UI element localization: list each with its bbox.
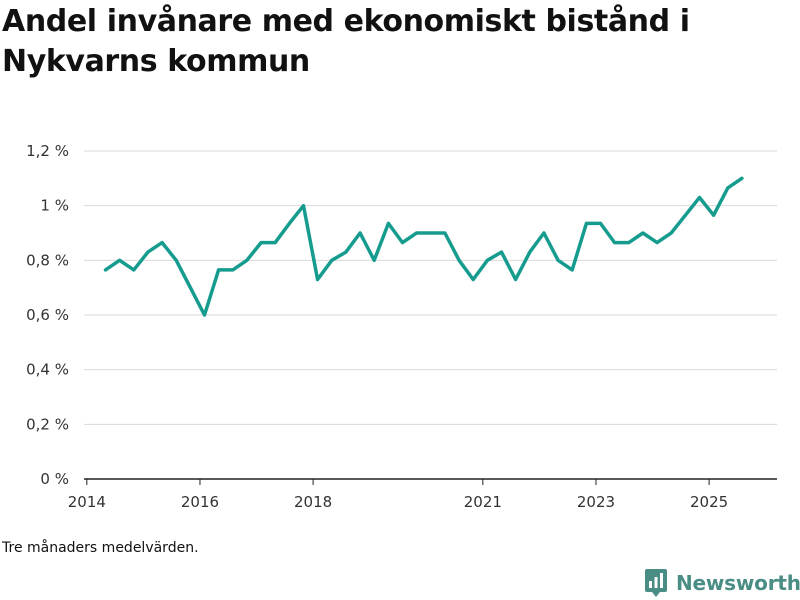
data-point <box>217 268 221 272</box>
data-point <box>698 196 701 199</box>
data-point <box>203 313 206 317</box>
x-tick-label: 2018 <box>294 493 332 511</box>
data-point <box>316 278 320 281</box>
data-point <box>669 231 673 235</box>
brand-logo[interactable]: Newsworthy <box>644 568 800 598</box>
data-point <box>386 221 390 225</box>
data-point <box>160 241 164 245</box>
data-point <box>287 221 291 225</box>
series-layer <box>103 176 744 317</box>
x-axis-ticks: 2014 2016 2018 2021 2023 2025 <box>68 479 728 511</box>
gridlines <box>84 150 777 425</box>
line-chart: 0 % 0,2 % 0,4 % 0,6 % 0,8 % 1 % 1,2 % 2014 2016… <box>26 142 777 511</box>
data-point <box>584 221 588 225</box>
y-tick-label: 0,2 % <box>26 415 69 433</box>
data-point <box>344 250 348 254</box>
data-point <box>415 231 419 235</box>
y-tick-label: 1 % <box>40 197 69 215</box>
data-point <box>259 241 263 245</box>
data-point <box>372 258 376 262</box>
data-point <box>528 250 532 254</box>
data-point <box>740 176 744 180</box>
data-point <box>500 250 503 254</box>
data-point <box>146 250 150 254</box>
data-point <box>726 186 730 190</box>
data-point <box>231 268 235 272</box>
data-point <box>273 241 277 245</box>
x-tick-label: 2016 <box>181 493 219 511</box>
x-tick-label: 2023 <box>577 493 615 511</box>
y-tick-label: 0,8 % <box>26 251 69 269</box>
data-point <box>570 268 574 272</box>
data-point <box>401 241 404 245</box>
data-point <box>485 258 489 262</box>
data-point <box>330 258 334 262</box>
y-tick-label: 0 % <box>40 470 69 488</box>
data-point <box>641 231 645 235</box>
data-point <box>471 278 475 281</box>
data-point <box>655 241 659 245</box>
y-axis-labels: 0 % 0,2 % 0,4 % 0,6 % 0,8 % 1 % 1,2 % <box>26 142 69 488</box>
data-point <box>302 204 305 208</box>
data-point <box>118 258 122 262</box>
data-point <box>443 231 447 235</box>
newsworthy-logo-icon <box>645 569 667 597</box>
series-line <box>103 176 744 317</box>
data-point <box>132 268 136 272</box>
x-tick-label: 2025 <box>690 493 728 511</box>
data-point <box>457 258 461 262</box>
data-point <box>712 213 716 217</box>
data-point <box>542 231 546 235</box>
chart-title: Andel invånare med ekonomiskt bistånd i … <box>2 4 690 79</box>
y-tick-label: 0,4 % <box>26 361 69 379</box>
y-tick-label: 0,6 % <box>26 306 69 324</box>
data-point <box>104 268 107 272</box>
data-point <box>613 241 617 245</box>
x-tick-label: 2014 <box>68 493 106 511</box>
data-point <box>358 231 362 235</box>
data-point <box>174 258 178 262</box>
data-point <box>683 213 687 217</box>
brand-name: Newsworthy <box>676 571 800 595</box>
data-point <box>188 286 192 290</box>
y-tick-label: 1,2 % <box>26 142 69 160</box>
data-point <box>627 241 631 245</box>
footnote: Tre månaders medelvärden. <box>2 540 199 556</box>
x-tick-label: 2021 <box>464 493 502 511</box>
data-point <box>245 258 249 262</box>
data-point <box>514 278 518 281</box>
data-point <box>429 231 433 235</box>
data-point <box>599 221 602 225</box>
data-point <box>556 258 560 262</box>
